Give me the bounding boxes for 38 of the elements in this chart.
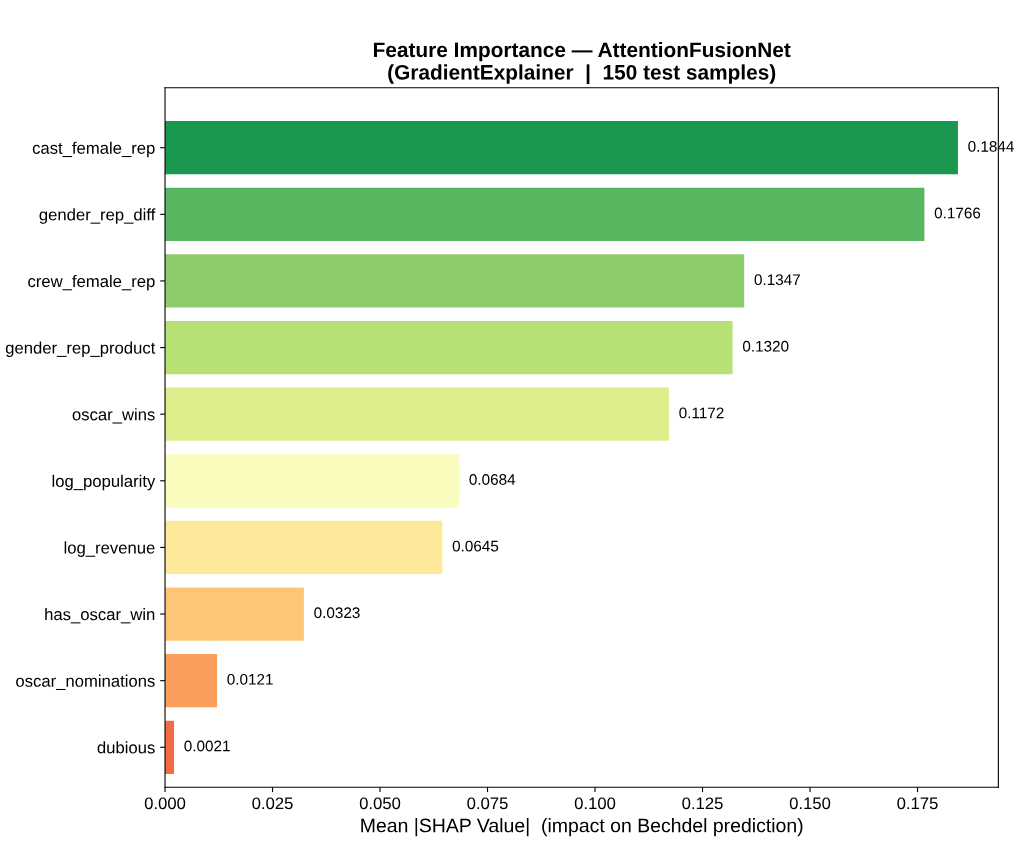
data-label: 0.1320	[742, 340, 789, 352]
data-label: 0.0645	[452, 540, 499, 552]
data-label: 0.1766	[934, 207, 981, 219]
x-tick-label: 0.000	[144, 797, 186, 810]
x-tick-label: 0.175	[897, 797, 938, 810]
y-tick-label: cast_female_rep	[32, 141, 155, 158]
bar	[165, 121, 958, 175]
y-tick-label: oscar_nominations	[16, 674, 155, 691]
bar	[165, 387, 669, 441]
data-label: 0.0684	[469, 474, 516, 485]
x-axis-title: Mean |SHAP Value| (impact on Bechdel prediction)	[361, 818, 803, 837]
y-tick-label: has_oscar_win	[45, 608, 155, 624]
data-label: 0.1347	[754, 274, 800, 286]
bar	[165, 587, 304, 641]
data-label: 0.0323	[314, 607, 360, 619]
bar	[165, 654, 218, 708]
y-tick-label: crew_female_rep	[28, 274, 155, 291]
x-tick-label: 0.025	[252, 797, 293, 810]
bar	[165, 187, 925, 241]
x-tick-label: 0.100	[574, 797, 616, 810]
data-label: 0.0021	[184, 740, 230, 752]
y-tick-label: log_revenue	[64, 541, 155, 557]
y-tick-label: gender_rep_product	[5, 341, 156, 358]
y-tick-label: gender_rep_diff	[39, 208, 156, 224]
x-tick-label: 0.050	[359, 797, 401, 810]
x-tick-label: 0.075	[467, 797, 508, 810]
bar	[165, 320, 733, 375]
data-label: 0.1172	[679, 407, 724, 419]
x-tick-label: 0.150	[789, 797, 831, 810]
bar	[165, 254, 745, 308]
y-tick-label: log_popularity	[52, 474, 156, 491]
data-label: 0.0121	[227, 673, 273, 685]
y-tick-label: dubious	[97, 741, 155, 754]
chart-title: Feature Importance — AttentionFusionNet (GradientExplainer | 150 test samples)	[373, 41, 791, 85]
y-tick-label: oscar_wins	[72, 408, 155, 424]
bar	[165, 454, 460, 508]
x-tick-label: 0.125	[682, 797, 723, 810]
bar	[165, 520, 443, 575]
